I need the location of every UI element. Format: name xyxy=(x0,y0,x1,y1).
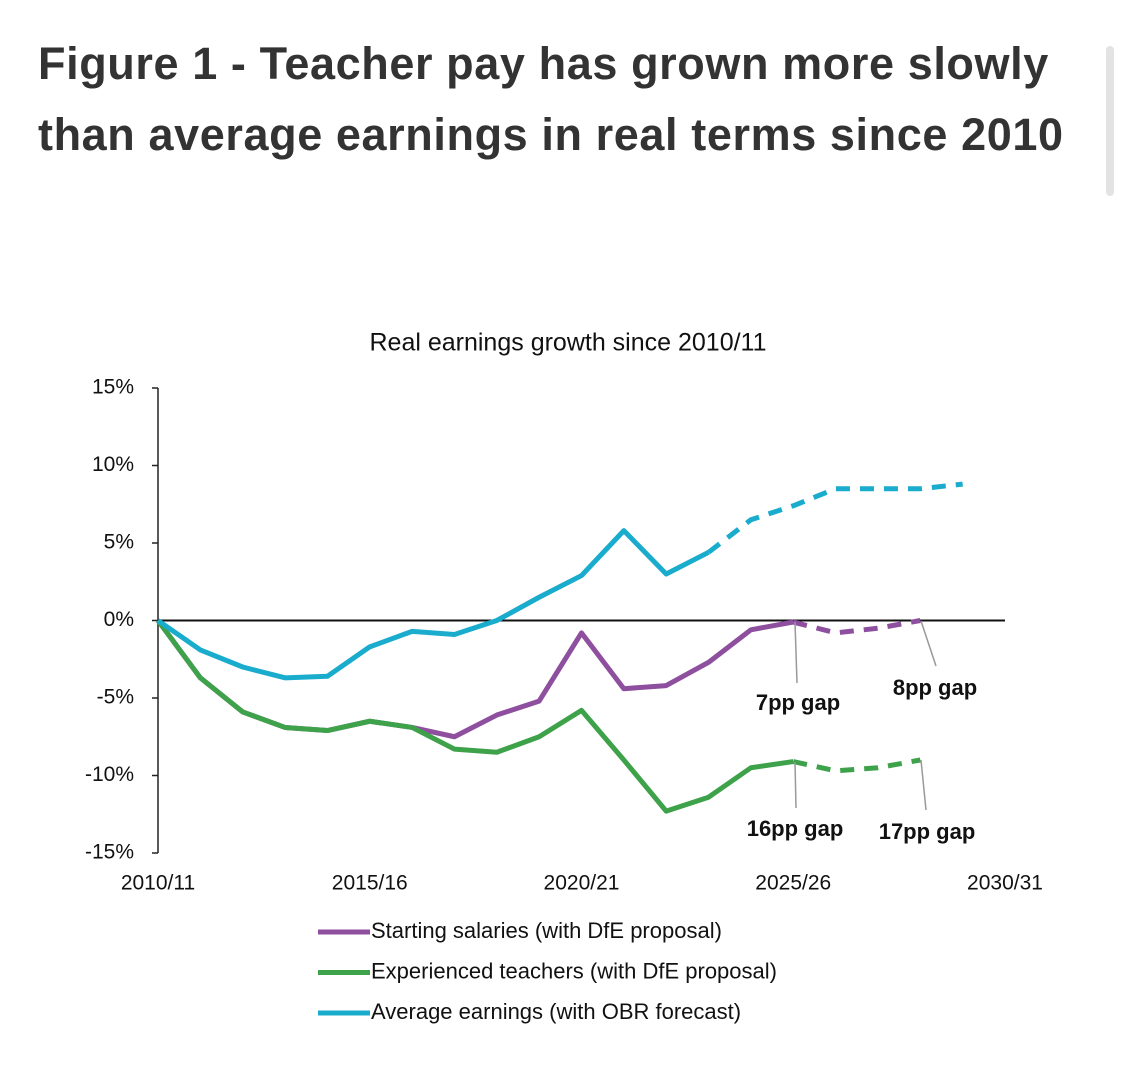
annotation: 16pp gap xyxy=(747,816,844,841)
series-line xyxy=(156,528,710,681)
series-line-forecast xyxy=(707,481,963,555)
annotation-leader xyxy=(920,620,937,667)
y-tick-label: 15% xyxy=(92,376,134,399)
legend-label: Experienced teachers (with DfE proposal) xyxy=(371,958,777,983)
series-line xyxy=(155,619,794,814)
y-tick-label: 0% xyxy=(104,608,134,631)
x-tick-label: 2025/26 xyxy=(755,872,831,895)
annotation-leader xyxy=(794,621,798,684)
y-tick-label: 5% xyxy=(104,531,134,554)
scrollbar xyxy=(1106,46,1114,196)
annotation: 17pp gap xyxy=(879,819,976,844)
x-tick-label: 2020/21 xyxy=(544,872,620,895)
annotation: 8pp gap xyxy=(893,675,977,700)
x-tick-label: 2030/31 xyxy=(967,872,1043,895)
y-tick-label: -15% xyxy=(85,841,134,864)
annotation: 7pp gap xyxy=(756,690,840,715)
y-tick-label: -5% xyxy=(97,686,134,709)
legend-label: Average earnings (with OBR forecast) xyxy=(371,999,741,1024)
x-tick-label: 2010/11 xyxy=(121,872,195,895)
annotation-leader xyxy=(920,759,927,811)
x-tick-label: 2015/16 xyxy=(332,872,408,895)
y-tick-label: 10% xyxy=(92,453,134,476)
annotation-leader xyxy=(794,761,797,809)
series-line-forecast xyxy=(792,757,921,774)
series-line xyxy=(155,619,794,740)
y-tick-label: -10% xyxy=(85,763,134,786)
series-line-forecast xyxy=(792,618,921,636)
heading: Figure 1 - Teacher pay has grown more sl… xyxy=(38,38,1064,160)
chart-title: Real earnings growth since 2010/11 xyxy=(369,329,766,357)
legend-label: Starting salaries (with DfE proposal) xyxy=(371,918,722,943)
